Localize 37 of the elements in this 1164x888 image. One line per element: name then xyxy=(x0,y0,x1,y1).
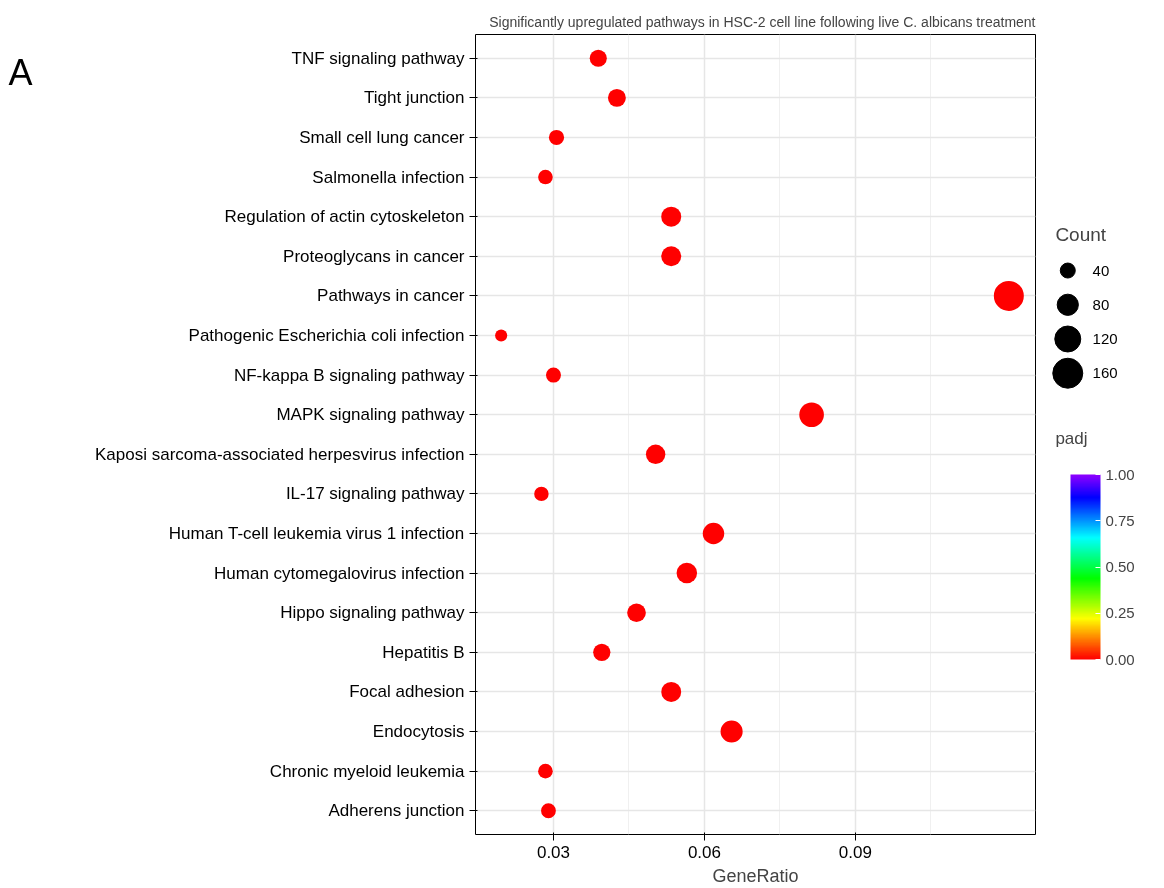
y-tick-label: Human T-cell leukemia virus 1 infection xyxy=(168,524,465,544)
color-bar-title: padj xyxy=(1055,428,1088,448)
text: A xyxy=(8,51,33,93)
legend-label: 80 xyxy=(1092,295,1110,313)
legend-title: Count xyxy=(1055,224,1107,245)
color-bar-label: 1.00 xyxy=(1105,465,1135,483)
chart-title: Significantly upregulated pathways in HSC-2 cell line following live C. albicans treatment xyxy=(489,13,1036,30)
y-tick-label: Chronic myeloid leukemia xyxy=(269,761,466,781)
y-tick-label: Adherens junction xyxy=(328,801,465,821)
y-tick-label: Endocytosis xyxy=(372,722,465,742)
y-tick-label: Hippo signaling pathway xyxy=(280,603,465,623)
color-bar-label: 0.50 xyxy=(1105,558,1135,575)
y-tick-label: Regulation of actin cytoskeleton xyxy=(224,207,465,227)
y-tick-label: Hepatitis B xyxy=(382,642,465,662)
y-tick-label: Focal adhesion xyxy=(349,682,465,702)
x-tick-label: 0.03 xyxy=(536,842,571,862)
color-bar-label: 0.75 xyxy=(1105,511,1135,529)
y-tick-label: Tight junction xyxy=(364,88,465,108)
y-tick-label: TNF signaling pathway xyxy=(291,48,465,68)
y-tick-label: Human cytomegalovirus infection xyxy=(214,563,465,583)
legend-label: 160 xyxy=(1092,364,1118,382)
legend-label: 40 xyxy=(1092,261,1110,279)
y-tick-label: Pathways in cancer xyxy=(317,286,465,306)
x-axis-title: GeneRatio xyxy=(712,865,799,886)
x-tick-label: 0.06 xyxy=(687,842,721,862)
y-tick-label: Salmonella infection xyxy=(312,167,465,187)
y-tick-label: Small cell lung cancer xyxy=(299,127,465,147)
y-tick-label: NF-kappa B signaling pathway xyxy=(233,365,465,385)
y-tick-label: IL-17 signaling pathway xyxy=(285,484,465,504)
legend-label: 120 xyxy=(1092,330,1118,347)
y-tick-label: Proteoglycans in cancer xyxy=(283,246,465,266)
y-tick-label: Kaposi sarcoma-associated herpesvirus infection xyxy=(95,444,465,464)
color-bar-label: 0.00 xyxy=(1105,650,1135,668)
y-tick-label: MAPK signaling pathway xyxy=(276,405,465,425)
x-tick-label: 0.09 xyxy=(838,842,872,862)
color-bar-label: 0.25 xyxy=(1105,604,1135,622)
y-tick-label: Pathogenic Escherichia coli infection xyxy=(188,325,465,345)
